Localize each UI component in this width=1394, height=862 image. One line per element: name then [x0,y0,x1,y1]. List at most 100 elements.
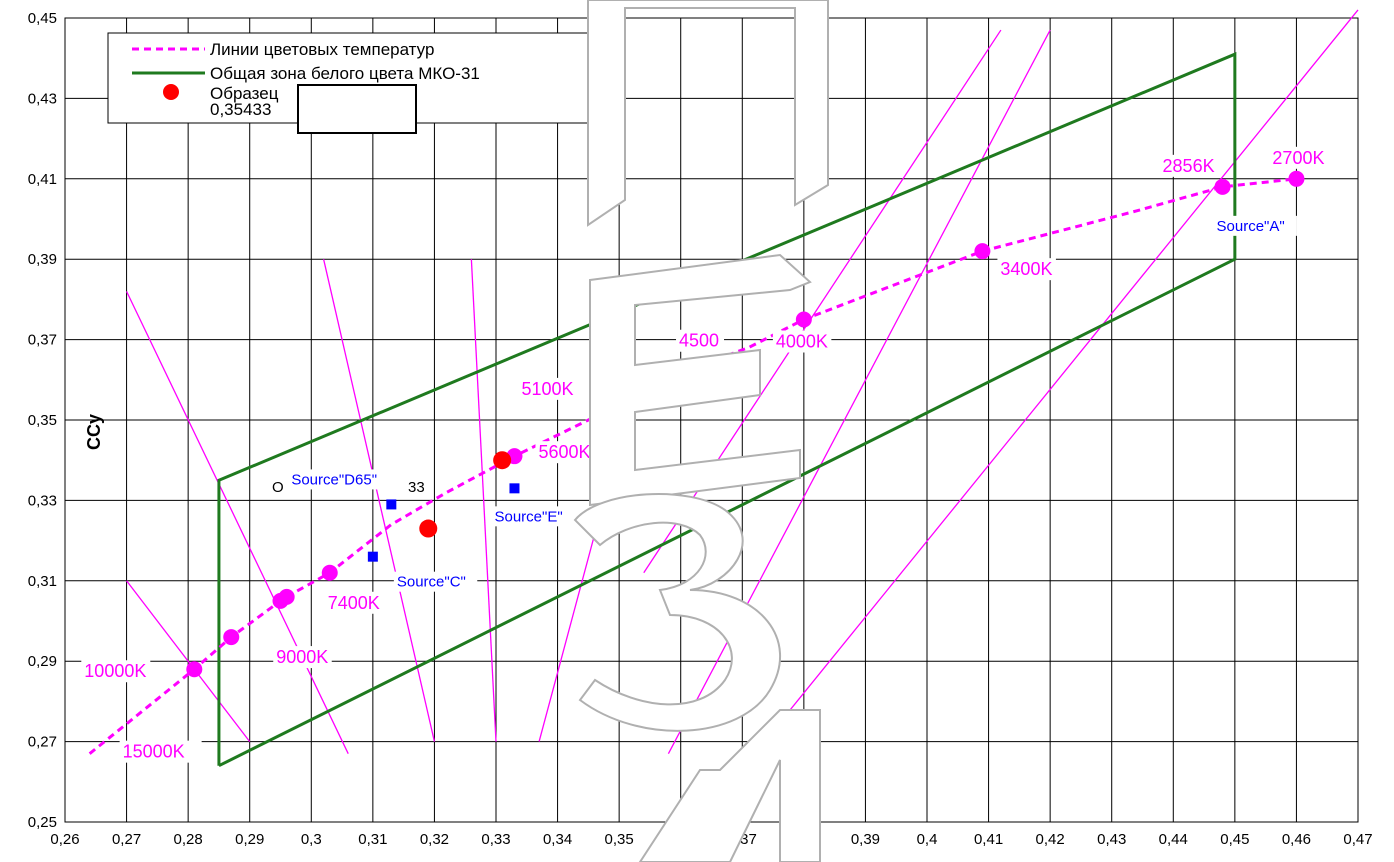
cct-curve [88,177,1297,755]
cct-label: 9000K [276,647,328,667]
y-tick-label: 0,27 [28,734,57,751]
x-tick-label: 0,41 [974,831,1003,848]
x-tick-label: 0,3 [301,831,322,848]
x-tick-label: 0,35 [605,831,634,848]
watermark-letter-e [589,253,812,507]
y-tick-label: 0,43 [28,90,57,107]
x-tick-label: 0,31 [358,831,387,848]
y-tick-label: 0,37 [28,332,57,349]
cct-label: 10000K [84,661,146,681]
x-tick-label: 0,42 [1036,831,1065,848]
y-tick-label: 0,39 [28,251,57,268]
x-tick-label: 0,29 [235,831,264,848]
cct-point [1288,170,1305,187]
y-tick-label: 0,33 [28,492,57,509]
cct-label: 5100K [521,379,573,399]
label-background [393,571,478,592]
annotation-fragment-2: 33 [408,479,425,496]
source-marker [367,551,378,562]
x-tick-label: 0,33 [481,831,510,848]
cct-point [278,588,295,605]
cct-point [223,629,240,646]
cct-label: 5600K [538,442,590,462]
x-tick-label: 0,46 [1282,831,1311,848]
label-background [1269,146,1328,169]
cct-label: 7400K [328,593,380,613]
y-tick-label: 0,35 [28,412,57,429]
label-background [324,591,384,614]
sample-point [419,519,438,538]
x-tick-label: 0,45 [1220,831,1249,848]
x-tick-label: 0,39 [851,831,880,848]
x-tick-label: 0,28 [174,831,203,848]
cct-point [321,564,338,581]
grid [64,17,1359,823]
watermark-letter-z [573,492,782,732]
source-marker [509,483,520,494]
y-axis-label: CCy [84,414,104,450]
label-background [997,258,1056,281]
x-tick-label: 0,4 [917,831,938,848]
y-tick-label: 0,31 [28,573,57,590]
cct-label: 2856K [1163,156,1215,176]
x-tick-label: 0,26 [50,831,79,848]
isotemp-line [126,580,251,742]
isotemp-line [754,9,1359,755]
label-background [491,506,575,527]
annotation-fragment: O [272,479,284,496]
cct-label: 4500 [679,331,719,351]
label-background [119,740,202,763]
source-label: Source"E" [494,508,562,525]
legend-fragment: 0,35433 [210,100,271,119]
sample-point [493,451,512,470]
legend-label-zone: Общая зона белого цвета МКО-31 [210,64,480,83]
source-label: Source"C" [397,574,466,591]
watermark-letter-l [638,709,821,862]
y-tick-label: 0,45 [28,10,57,27]
legend: Линии цветовых температур Общая зона бел… [107,32,612,134]
legend-swatch-sample [163,84,179,100]
y-tick-label: 0,25 [28,814,57,831]
cct-point [186,661,203,678]
legend-label-sample: Образец [210,84,279,103]
cct-label: 2700K [1272,148,1324,168]
x-tick-label: 0,32 [420,831,449,848]
y-tick-label: 0,29 [28,653,57,670]
label-background [273,646,332,669]
cct-label: 4000K [776,332,828,352]
isotemp-line [125,291,349,754]
label-background [1159,154,1219,177]
x-tick-label: 0,43 [1097,831,1126,848]
label-background [676,329,725,352]
label-background [288,469,389,490]
x-tick-label: 0,44 [1159,831,1188,848]
x-tick-label: 0,27 [112,831,141,848]
x-tick-label: 0,34 [543,831,572,848]
legend-overlay-box [297,84,417,134]
label-background [535,441,594,464]
legend-label-cct: Линии цветовых температур [210,40,434,59]
label-background [772,330,832,353]
isotemp-line [470,259,497,742]
source-markers [367,483,520,562]
isotemp-line [322,259,436,742]
source-label: Source"A" [1217,218,1285,235]
label-background [81,660,151,683]
white-zone-outline [217,51,1237,768]
label-background [1213,215,1297,236]
axis-ticks: 0,26 0,27 0,28 0,29 0,3 0,31 0,32 0,33 0,34 0,35 0… [28,10,1373,848]
cct-label: 15000K [123,742,185,762]
label-background [518,377,577,400]
source-label: Source"D65" [291,471,377,488]
white-zone [217,51,1237,768]
source-marker [386,499,397,510]
watermark [573,0,829,862]
cct-label: 3400K [1000,259,1052,279]
cct-point [795,311,812,328]
cct-point [1214,178,1231,195]
point-labels: 10000K 9000K 7400K 5600K 5100K 4500 4000K 3400K… [81,146,1328,763]
y-tick-label: 0,41 [28,171,57,188]
cct-curve-line [88,177,1297,755]
cct-point [974,243,991,260]
